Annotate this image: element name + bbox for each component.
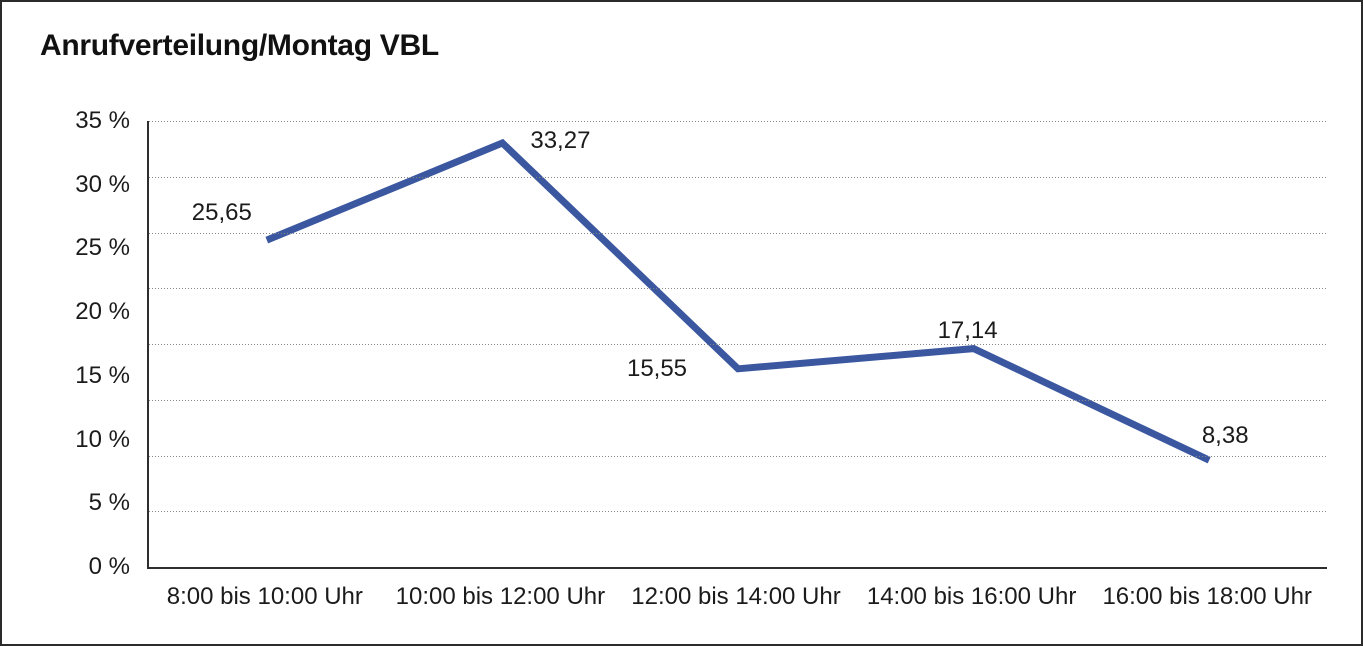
line-series-svg	[265, 138, 1211, 464]
y-axis-tick-label: 30 %	[75, 170, 130, 198]
y-axis-tick-label: 15 %	[75, 361, 130, 389]
plot-area: 25,65 33,27 15,55 17,14 8,38	[147, 121, 1327, 569]
data-point-label: 25,65	[191, 199, 252, 227]
x-axis-tick-label: 14:00 bis 16:00 Uhr	[866, 583, 1077, 610]
gridline	[149, 176, 1327, 178]
gridline	[149, 121, 1327, 122]
y-axis-tick-label: 5 %	[88, 489, 130, 517]
data-point-label: 8,38	[1201, 422, 1249, 450]
y-axis-tick-label: 25 %	[75, 234, 130, 262]
y-axis-tick-label: 0 %	[88, 553, 130, 580]
x-axis-tick-label: 8:00 bis 10:00 Uhr	[166, 583, 363, 610]
data-line	[265, 138, 1211, 464]
data-point-label: 33,27	[530, 127, 591, 155]
data-point-label: 15,55	[626, 354, 688, 382]
gridline	[149, 455, 1327, 457]
y-axis-tick-label: 10 %	[75, 425, 130, 453]
chart-title: Anrufverteilung/Montag VBL	[40, 29, 439, 62]
x-axis: 8:00 bis 10:00 Uhr 10:00 bis 12:00 Uhr 12:…	[147, 582, 1325, 616]
x-axis-tick-label: 12:00 bis 14:00 Uhr	[631, 583, 841, 610]
gridline	[149, 344, 1327, 345]
y-axis: 35 % 30 % 25 % 20 % 15 % 10 % 5 % 0 %	[2, 107, 130, 580]
data-point-label: 17,14	[937, 316, 998, 344]
gridline	[149, 288, 1327, 290]
y-axis-tick-label: 35 %	[75, 107, 130, 134]
gridline	[149, 232, 1327, 234]
gridline	[149, 511, 1327, 513]
x-axis-tick-label: 16:00 bis 18:00 Uhr	[1102, 583, 1312, 610]
y-axis-tick-label: 20 %	[75, 298, 130, 326]
x-axis-tick-label: 10:00 bis 12:00 Uhr	[395, 583, 606, 610]
gridline	[149, 399, 1327, 401]
